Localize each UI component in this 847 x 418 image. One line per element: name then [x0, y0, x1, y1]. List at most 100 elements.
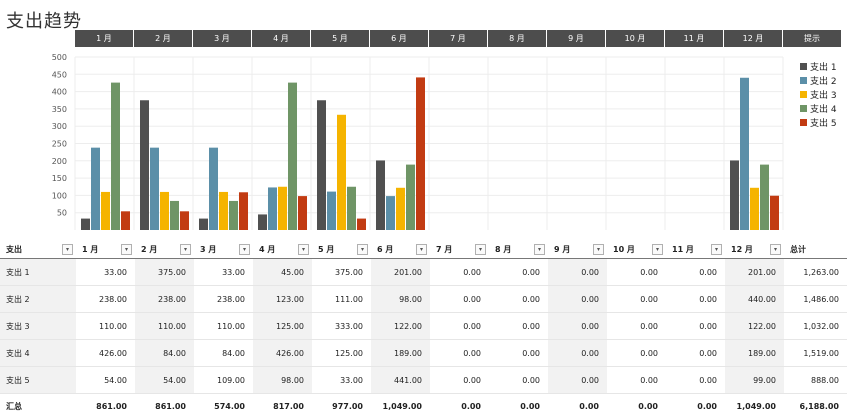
column-header-3[interactable]: 3 月▾	[194, 240, 253, 259]
table-cell[interactable]: 84.00	[135, 340, 194, 367]
filter-dropdown-icon[interactable]: ▾	[298, 244, 309, 255]
total-cell[interactable]: 0.00	[489, 394, 548, 418]
table-cell[interactable]: 54.00	[76, 367, 135, 394]
table-cell[interactable]: 98.00	[371, 286, 430, 313]
table-cell[interactable]: 1,519.00	[784, 340, 847, 367]
total-cell[interactable]: 1,049.00	[371, 394, 430, 418]
filter-dropdown-icon[interactable]: ▾	[770, 244, 781, 255]
table-cell[interactable]: 201.00	[371, 259, 430, 286]
table-cell[interactable]: 201.00	[725, 259, 784, 286]
table-cell[interactable]: 375.00	[312, 259, 371, 286]
table-cell[interactable]: 54.00	[135, 367, 194, 394]
column-header-9[interactable]: 9 月▾	[548, 240, 607, 259]
table-cell[interactable]: 0.00	[607, 313, 666, 340]
table-cell[interactable]: 84.00	[194, 340, 253, 367]
table-cell[interactable]: 125.00	[253, 313, 312, 340]
total-cell[interactable]: 0.00	[430, 394, 489, 418]
total-cell[interactable]: 6,188.00	[784, 394, 847, 418]
total-cell[interactable]: 0.00	[607, 394, 666, 418]
table-cell[interactable]: 1,486.00	[784, 286, 847, 313]
column-header-6[interactable]: 6 月▾	[371, 240, 430, 259]
table-cell[interactable]: 0.00	[607, 259, 666, 286]
table-cell[interactable]: 189.00	[725, 340, 784, 367]
table-cell[interactable]: 238.00	[76, 286, 135, 313]
table-cell[interactable]: 0.00	[430, 259, 489, 286]
table-cell[interactable]: 888.00	[784, 367, 847, 394]
filter-dropdown-icon[interactable]: ▾	[121, 244, 132, 255]
table-cell[interactable]: 110.00	[135, 313, 194, 340]
table-cell[interactable]: 0.00	[489, 367, 548, 394]
filter-dropdown-icon[interactable]: ▾	[180, 244, 191, 255]
table-cell[interactable]: 33.00	[312, 367, 371, 394]
table-cell[interactable]: 0.00	[430, 367, 489, 394]
filter-dropdown-icon[interactable]: ▾	[416, 244, 427, 255]
table-cell[interactable]: 33.00	[194, 259, 253, 286]
table-cell[interactable]: 0.00	[607, 367, 666, 394]
column-header-11[interactable]: 11 月▾	[666, 240, 725, 259]
total-cell[interactable]: 0.00	[666, 394, 725, 418]
table-cell[interactable]: 238.00	[135, 286, 194, 313]
table-cell[interactable]: 0.00	[607, 286, 666, 313]
total-cell[interactable]: 977.00	[312, 394, 371, 418]
filter-dropdown-icon[interactable]: ▾	[239, 244, 250, 255]
table-cell[interactable]: 0.00	[430, 313, 489, 340]
table-cell[interactable]: 122.00	[725, 313, 784, 340]
table-cell[interactable]: 110.00	[194, 313, 253, 340]
table-cell[interactable]: 426.00	[253, 340, 312, 367]
total-cell[interactable]: 0.00	[548, 394, 607, 418]
table-cell[interactable]: 0.00	[607, 340, 666, 367]
table-cell[interactable]: 0.00	[430, 340, 489, 367]
filter-dropdown-icon[interactable]: ▾	[475, 244, 486, 255]
column-header-13[interactable]: 总计	[784, 240, 847, 259]
column-header-5[interactable]: 5 月▾	[312, 240, 371, 259]
table-cell[interactable]: 45.00	[253, 259, 312, 286]
table-cell[interactable]: 110.00	[76, 313, 135, 340]
column-header-7[interactable]: 7 月▾	[430, 240, 489, 259]
table-cell[interactable]: 441.00	[371, 367, 430, 394]
table-cell[interactable]: 1,263.00	[784, 259, 847, 286]
table-cell[interactable]: 99.00	[725, 367, 784, 394]
table-cell[interactable]: 0.00	[548, 259, 607, 286]
table-cell[interactable]: 0.00	[489, 259, 548, 286]
table-cell[interactable]: 0.00	[666, 340, 725, 367]
table-cell[interactable]: 123.00	[253, 286, 312, 313]
column-header-8[interactable]: 8 月▾	[489, 240, 548, 259]
table-cell[interactable]: 333.00	[312, 313, 371, 340]
column-header-0[interactable]: 支出▾	[0, 240, 76, 259]
table-cell[interactable]: 125.00	[312, 340, 371, 367]
row-label[interactable]: 支出 2	[0, 286, 76, 313]
table-cell[interactable]: 0.00	[666, 313, 725, 340]
filter-dropdown-icon[interactable]: ▾	[652, 244, 663, 255]
column-header-2[interactable]: 2 月▾	[135, 240, 194, 259]
total-label[interactable]: 汇总	[0, 394, 76, 418]
table-cell[interactable]: 111.00	[312, 286, 371, 313]
column-header-4[interactable]: 4 月▾	[253, 240, 312, 259]
table-cell[interactable]: 0.00	[666, 259, 725, 286]
table-cell[interactable]: 189.00	[371, 340, 430, 367]
column-header-1[interactable]: 1 月▾	[76, 240, 135, 259]
table-cell[interactable]: 0.00	[548, 286, 607, 313]
table-cell[interactable]: 0.00	[666, 367, 725, 394]
table-cell[interactable]: 238.00	[194, 286, 253, 313]
column-header-12[interactable]: 12 月▾	[725, 240, 784, 259]
total-cell[interactable]: 861.00	[135, 394, 194, 418]
filter-dropdown-icon[interactable]: ▾	[711, 244, 722, 255]
total-cell[interactable]: 861.00	[76, 394, 135, 418]
filter-dropdown-icon[interactable]: ▾	[357, 244, 368, 255]
row-label[interactable]: 支出 5	[0, 367, 76, 394]
table-cell[interactable]: 440.00	[725, 286, 784, 313]
row-label[interactable]: 支出 3	[0, 313, 76, 340]
row-label[interactable]: 支出 4	[0, 340, 76, 367]
table-cell[interactable]: 0.00	[489, 286, 548, 313]
table-cell[interactable]: 0.00	[548, 313, 607, 340]
table-cell[interactable]: 0.00	[666, 286, 725, 313]
table-cell[interactable]: 0.00	[548, 340, 607, 367]
table-cell[interactable]: 122.00	[371, 313, 430, 340]
column-header-10[interactable]: 10 月▾	[607, 240, 666, 259]
filter-dropdown-icon[interactable]: ▾	[593, 244, 604, 255]
table-cell[interactable]: 109.00	[194, 367, 253, 394]
row-label[interactable]: 支出 1	[0, 259, 76, 286]
total-cell[interactable]: 817.00	[253, 394, 312, 418]
filter-dropdown-icon[interactable]: ▾	[534, 244, 545, 255]
table-cell[interactable]: 98.00	[253, 367, 312, 394]
